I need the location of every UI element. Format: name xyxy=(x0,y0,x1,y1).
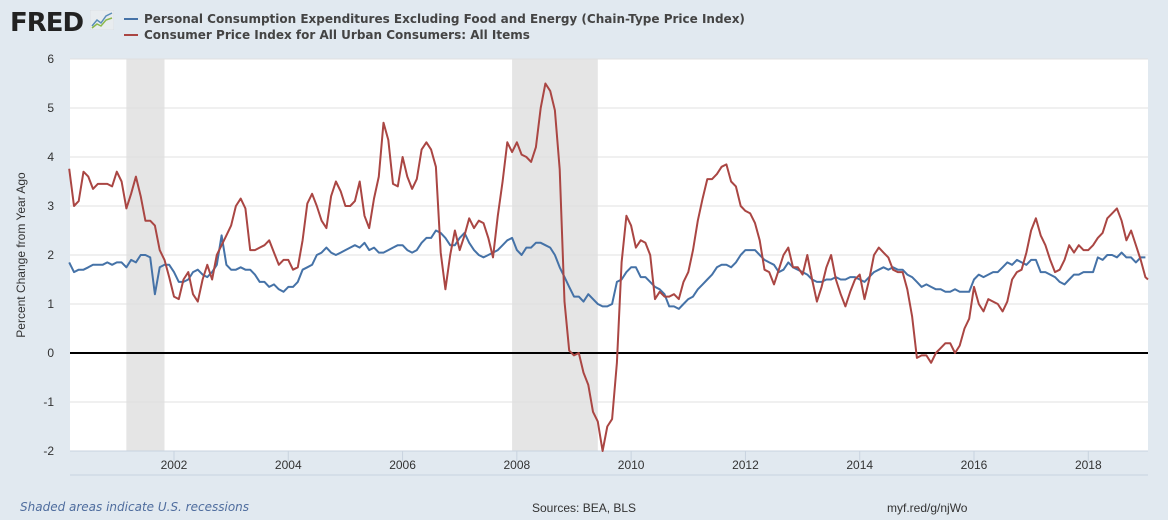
x-tick-label: 2004 xyxy=(275,458,302,472)
line-chart-icon xyxy=(90,10,114,30)
legend-swatch-pce xyxy=(124,18,138,20)
x-tick-label: 2010 xyxy=(618,458,645,472)
y-axis-label: Percent Change from Year Ago xyxy=(14,172,28,338)
y-tick-label: 2 xyxy=(47,248,54,262)
legend-item-cpi[interactable]: Consumer Price Index for All Urban Consu… xyxy=(124,27,745,43)
x-tick-label: 2014 xyxy=(846,458,873,472)
y-tick-label: -2 xyxy=(43,444,54,458)
y-tick-label: 5 xyxy=(47,101,54,115)
legend-swatch-cpi xyxy=(124,34,138,36)
y-tick-label: 4 xyxy=(47,150,54,164)
legend-label-pce: Personal Consumption Expenditures Exclud… xyxy=(144,12,745,26)
sources-text: Sources: BEA, BLS xyxy=(532,501,637,515)
x-tick-label: 2016 xyxy=(961,458,988,472)
fred-logo[interactable]: FRED xyxy=(10,8,84,38)
series-line-pce xyxy=(68,229,1146,310)
series-lines xyxy=(68,82,1149,452)
legend-item-pce[interactable]: Personal Consumption Expenditures Exclud… xyxy=(124,11,745,27)
x-axis: 2002 2004 2006 2008 2010 2012 2014 2016 2018 xyxy=(70,450,1148,476)
y-tick-label: -1 xyxy=(43,395,54,409)
x-tick-label: 2002 xyxy=(161,458,188,472)
x-tick-label: 2018 xyxy=(1075,458,1102,472)
chart-legend: Personal Consumption Expenditures Exclud… xyxy=(124,11,745,43)
y-tick-label: 3 xyxy=(47,199,54,213)
short-url-link[interactable]: myf.red/g/njWo xyxy=(887,501,968,515)
gridlines xyxy=(70,58,1148,403)
y-tick-label: 6 xyxy=(47,52,54,66)
y-axis: -2 -1 0 1 2 3 4 5 6 xyxy=(43,52,54,458)
x-tick-label: 2012 xyxy=(732,458,759,472)
series-line-cpi xyxy=(68,82,1149,452)
x-tick-label: 2006 xyxy=(389,458,416,472)
y-tick-label: 0 xyxy=(47,346,54,360)
recession-note: Shaded areas indicate U.S. recessions xyxy=(20,500,250,514)
y-tick-label: 1 xyxy=(47,297,54,311)
legend-label-cpi: Consumer Price Index for All Urban Consu… xyxy=(144,28,530,42)
x-tick-label: 2008 xyxy=(504,458,531,472)
